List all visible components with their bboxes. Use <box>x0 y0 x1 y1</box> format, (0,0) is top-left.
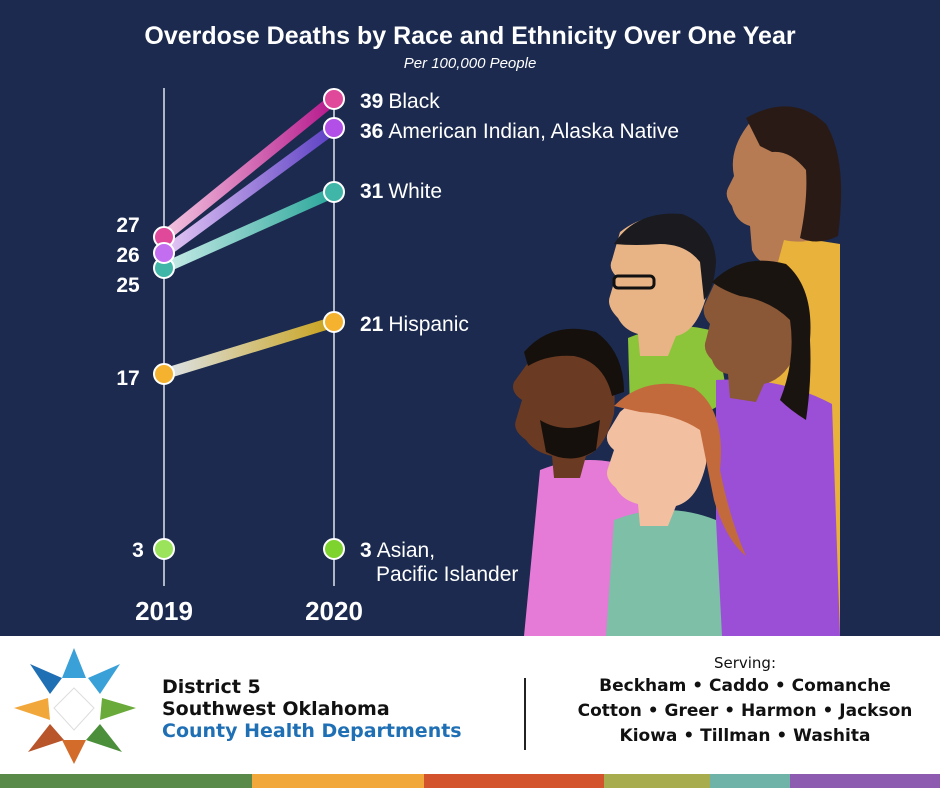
stripe-purple <box>790 774 940 788</box>
district-name: District 5 Southwest Oklahoma County Hea… <box>162 676 462 742</box>
counties-row-2: Cotton • Greer • Harmon • Jackson <box>577 701 913 721</box>
stripe-green <box>0 774 252 788</box>
star-logo-icon <box>14 648 136 764</box>
people-illustration <box>513 106 842 636</box>
value-2020-black: 39 <box>360 90 383 113</box>
district-line-2: Southwest Oklahoma <box>162 698 390 720</box>
color-stripe <box>0 774 940 788</box>
label-2019-american-indian: 26 <box>116 244 139 267</box>
serving-label: Serving: <box>713 654 777 672</box>
label-2020-black: 39 Black <box>360 90 440 113</box>
series-line-hispanic <box>162 316 336 380</box>
counties-row-3: Kiowa • Tillman • Washita <box>619 726 871 746</box>
series-name-hispanic: Hispanic <box>388 313 469 336</box>
point-2020-black <box>323 88 345 110</box>
chart-title: Overdose Deaths by Race and Ethnicity Ov… <box>144 22 795 50</box>
person-purple-shirt <box>703 260 840 636</box>
label-2019-white: 25 <box>116 274 140 297</box>
series-line-american-indian <box>160 123 338 258</box>
value-2020-hispanic: 21 <box>360 313 384 336</box>
person-teal-shirt <box>606 383 746 636</box>
point-2020-asian <box>323 538 345 560</box>
label-2020-asian: 3 Asian, <box>360 539 435 562</box>
series-line-black <box>160 94 338 242</box>
district-line-3: County Health Departments <box>162 720 462 742</box>
label-2019-asian: 3 <box>132 539 144 562</box>
serving-counties: Serving: Beckham • Caddo • Comanche Cott… <box>560 652 930 749</box>
point-2020-american-indian <box>323 117 345 139</box>
x-tick-2020: 2020 <box>305 596 363 626</box>
value-2020-white: 31 <box>360 180 384 203</box>
label-2019-hispanic: 17 <box>116 367 139 390</box>
point-2020-hispanic <box>323 311 345 333</box>
series-name-asian-line2: Pacific Islander <box>376 563 518 586</box>
value-2020-american-indian: 36 <box>360 120 383 143</box>
chart-subtitle: Per 100,000 People <box>404 55 537 72</box>
stripe-red <box>424 774 604 788</box>
series-name-black: Black <box>388 90 440 113</box>
value-2020-asian: 3 <box>360 539 372 562</box>
stripe-orange <box>252 774 424 788</box>
point-2019-american-indian <box>153 242 175 264</box>
series-name-american-indian: American Indian, Alaska Native <box>388 120 679 143</box>
footer-divider <box>524 678 526 750</box>
district-line-1: District 5 <box>162 676 261 698</box>
label-2020-american-indian: 36 American Indian, Alaska Native <box>360 120 679 143</box>
stripe-olive <box>604 774 710 788</box>
counties-row-1: Beckham • Caddo • Comanche <box>599 676 891 696</box>
stripe-teal <box>710 774 790 788</box>
series-name-white: White <box>388 180 442 203</box>
x-tick-2019: 2019 <box>135 596 193 626</box>
label-2020-hispanic: 21 Hispanic <box>360 313 469 336</box>
point-2020-white <box>323 181 345 203</box>
chart-svg: Overdose Deaths by Race and Ethnicity Ov… <box>116 22 842 636</box>
label-2019-black: 27 <box>116 214 139 237</box>
footer: District 5 Southwest Oklahoma County Hea… <box>0 636 940 774</box>
series-line-white <box>161 186 337 274</box>
point-2019-hispanic <box>153 363 175 385</box>
series-name-asian-line1: Asian, <box>377 539 435 562</box>
label-2020-white: 31 White <box>360 180 442 203</box>
point-2019-asian <box>153 538 175 560</box>
